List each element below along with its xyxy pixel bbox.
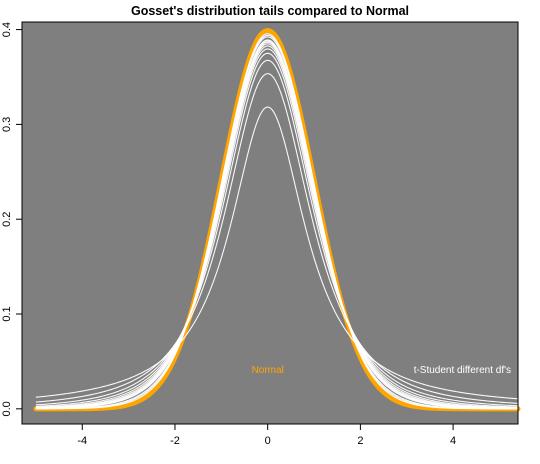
annotation-label: t-Student different df's [414, 365, 511, 376]
t-curve-df-10 [35, 39, 519, 410]
chart-title: Gosset's distribution tails compared to … [131, 4, 409, 18]
annotations: Normal t-Student different df's [252, 365, 511, 376]
t-curve-df-3 [35, 59, 519, 407]
x-tick-label: 2 [357, 435, 363, 447]
t-curve-df-4 [35, 52, 519, 408]
x-tick-label: -4 [77, 435, 87, 447]
y-tick-label: 0.1 [1, 306, 13, 321]
t-curve-df-1 [35, 106, 519, 400]
y-tick-label: 0.0 [1, 401, 13, 416]
x-tick-label: 0 [265, 435, 271, 447]
normal-curve [33, 28, 521, 412]
t-curve-df-2 [35, 73, 519, 404]
y-tick-label: 0.4 [1, 22, 13, 37]
t-curve-df-6 [35, 45, 519, 409]
plot-frame [21, 21, 519, 425]
curves [33, 28, 521, 412]
t-curve-df-30 [35, 33, 518, 410]
plot-background [22, 22, 518, 424]
x-tick-label: -2 [170, 435, 180, 447]
t-curve-df-5 [35, 48, 519, 409]
t-curve-df-7 [35, 43, 519, 409]
x-tick-label: 4 [450, 435, 456, 447]
y-tick-label: 0.3 [1, 117, 13, 132]
y-tick-label: 0.2 [1, 212, 13, 227]
annotation-label: Normal [252, 365, 284, 376]
